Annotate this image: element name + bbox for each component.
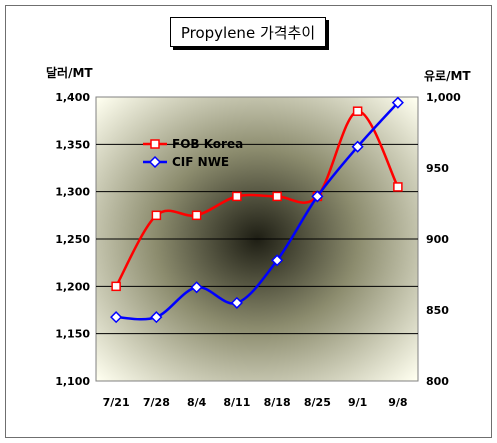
legend-label-cif-nwe: CIF NWE [172, 155, 229, 169]
data-point-cif-nwe [311, 190, 324, 203]
right-tick-label: 950 [426, 162, 449, 175]
x-tick-label: 7/28 [143, 396, 170, 409]
x-tick-label: 9/8 [388, 396, 407, 409]
right-tick-label: 850 [426, 304, 449, 317]
legend-marker-fob-korea [150, 139, 160, 149]
data-point-fob-korea [191, 210, 202, 221]
series-line-cif-nwe [116, 101, 399, 321]
left-axis-unit: 달러/MT [46, 65, 93, 80]
left-tick-label: 1,400 [55, 91, 90, 104]
x-tick-label: 8/4 [187, 396, 207, 409]
right-axis-unit: 유로/MT [424, 69, 471, 83]
left-tick-label: 1,100 [55, 375, 90, 388]
series-layer [110, 96, 404, 324]
left-axis-ticks: 1,100 1,150 1,200 1,250 1,300 1,350 1,400 [55, 91, 90, 388]
data-point-cif-nwe [150, 311, 163, 324]
right-axis-ticks: 800 850 900 950 1,000 [426, 91, 461, 388]
data-point-cif-nwe [230, 296, 243, 309]
right-tick-label: 800 [426, 375, 449, 388]
data-point-cif-nwe [351, 140, 364, 153]
legend: FOB Korea CIF NWE [143, 137, 243, 169]
data-point-fob-korea [352, 106, 363, 116]
x-tick-label: 8/11 [223, 396, 250, 409]
right-tick-label: 1,000 [426, 91, 461, 104]
data-point-fob-korea [111, 281, 121, 292]
x-tick-label: 7/21 [103, 396, 130, 409]
left-tick-label: 1,250 [55, 233, 90, 246]
x-axis-ticks: 7/21 7/28 8/4 8/11 8/18 8/25 9/1 9/8 [103, 396, 408, 409]
data-point-fob-korea [232, 191, 242, 202]
legend-label-fob-korea: FOB Korea [172, 137, 243, 151]
left-tick-label: 1,300 [55, 186, 90, 199]
left-tick-label: 1,200 [55, 280, 90, 293]
left-tick-label: 1,150 [55, 328, 90, 341]
x-tick-label: 9/1 [348, 396, 367, 409]
data-point-cif-nwe [271, 254, 284, 267]
x-tick-label: 8/25 [304, 396, 331, 409]
data-point-fob-korea [272, 191, 282, 202]
data-point-fob-korea [393, 182, 403, 192]
left-tick-label: 1,350 [55, 138, 90, 151]
chart-title: Propylene 가격추이 [170, 17, 326, 47]
data-point-fob-korea [151, 210, 162, 221]
legend-marker-cif-nwe [148, 155, 162, 169]
data-point-cif-nwe [391, 96, 404, 109]
data-point-cif-nwe [110, 311, 123, 324]
right-tick-label: 900 [426, 233, 449, 246]
data-point-cif-nwe [190, 281, 203, 294]
x-tick-label: 8/18 [264, 396, 291, 409]
